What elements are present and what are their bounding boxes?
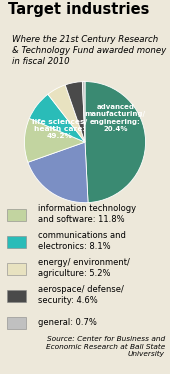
Text: energy/ environment/
agriculture: 5.2%: energy/ environment/ agriculture: 5.2% xyxy=(38,258,130,278)
Wedge shape xyxy=(29,94,85,142)
Bar xyxy=(7,209,26,221)
Text: aerospace/ defense/
security: 4.6%: aerospace/ defense/ security: 4.6% xyxy=(38,285,124,305)
Text: communications and
electronics: 8.1%: communications and electronics: 8.1% xyxy=(38,231,126,251)
Wedge shape xyxy=(48,85,85,142)
Text: general: 0.7%: general: 0.7% xyxy=(38,318,97,327)
Text: Where the 21st Century Research
& Technology Fund awarded money
in fiscal 2010: Where the 21st Century Research & Techno… xyxy=(12,34,166,67)
Text: life sciences/
health care:
49.2%: life sciences/ health care: 49.2% xyxy=(32,119,87,139)
Wedge shape xyxy=(82,82,85,142)
Wedge shape xyxy=(24,119,85,162)
Bar xyxy=(7,263,26,275)
Text: advanced
manufacturing/
engineering:
20.4%: advanced manufacturing/ engineering: 20.… xyxy=(85,104,146,132)
Wedge shape xyxy=(85,82,146,203)
Bar xyxy=(7,317,26,329)
Text: Source: Center for Business and
Economic Research at Ball State
University: Source: Center for Business and Economic… xyxy=(46,336,165,357)
Bar xyxy=(7,290,26,302)
Wedge shape xyxy=(65,82,85,142)
Wedge shape xyxy=(28,142,88,203)
Text: information technology
and software: 11.8%: information technology and software: 11.… xyxy=(38,204,136,224)
Bar xyxy=(7,236,26,248)
Text: Target industries: Target industries xyxy=(8,3,150,18)
